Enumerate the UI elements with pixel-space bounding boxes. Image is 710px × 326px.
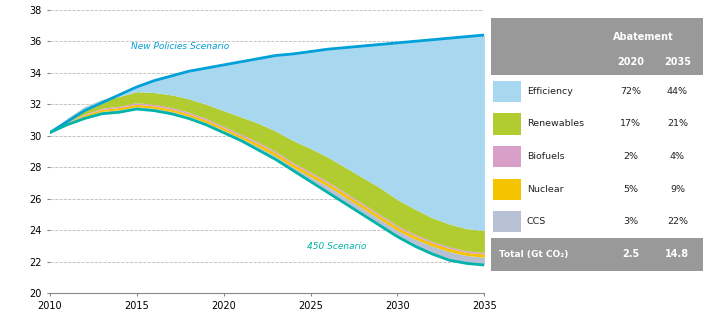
FancyBboxPatch shape bbox=[493, 146, 520, 167]
FancyBboxPatch shape bbox=[493, 81, 520, 102]
Text: 9%: 9% bbox=[670, 185, 685, 194]
Y-axis label: Gt: Gt bbox=[26, 0, 38, 1]
Text: Efficiency: Efficiency bbox=[527, 87, 573, 96]
Text: 3%: 3% bbox=[623, 217, 638, 226]
Text: 72%: 72% bbox=[621, 87, 641, 96]
FancyBboxPatch shape bbox=[493, 211, 520, 232]
Text: Biofuels: Biofuels bbox=[527, 152, 564, 161]
Text: Nuclear: Nuclear bbox=[527, 185, 564, 194]
FancyBboxPatch shape bbox=[493, 179, 520, 200]
Text: 4%: 4% bbox=[670, 152, 685, 161]
FancyBboxPatch shape bbox=[491, 238, 703, 271]
Text: Total (Gt CO₂): Total (Gt CO₂) bbox=[499, 250, 569, 259]
Text: 450 Scenario: 450 Scenario bbox=[307, 242, 366, 251]
Text: 2020: 2020 bbox=[617, 57, 644, 67]
Text: 14.8: 14.8 bbox=[665, 249, 689, 259]
Text: 22%: 22% bbox=[667, 217, 688, 226]
FancyBboxPatch shape bbox=[493, 113, 520, 135]
Text: CCS: CCS bbox=[527, 217, 546, 226]
Text: Abatement: Abatement bbox=[613, 32, 674, 42]
Text: 44%: 44% bbox=[667, 87, 688, 96]
Text: 2035: 2035 bbox=[664, 57, 691, 67]
Text: 2.5: 2.5 bbox=[622, 249, 640, 259]
Text: New Policies Scenario: New Policies Scenario bbox=[131, 42, 229, 51]
Text: 21%: 21% bbox=[667, 119, 688, 128]
Text: 17%: 17% bbox=[621, 119, 641, 128]
Text: 2%: 2% bbox=[623, 152, 638, 161]
Text: Renewables: Renewables bbox=[527, 119, 584, 128]
Text: 5%: 5% bbox=[623, 185, 638, 194]
FancyBboxPatch shape bbox=[491, 18, 703, 75]
